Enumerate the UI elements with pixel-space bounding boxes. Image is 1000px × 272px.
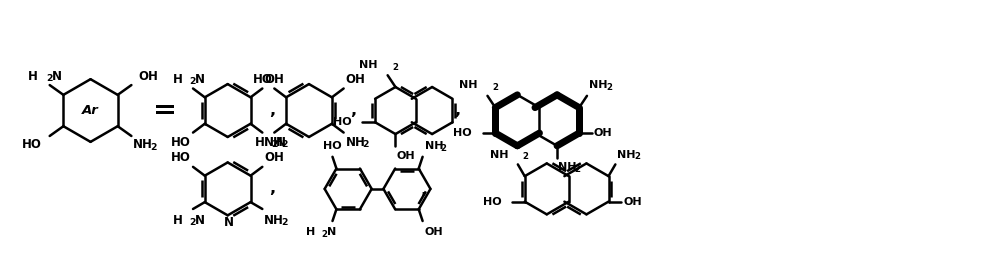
Text: NH: NH: [346, 136, 365, 149]
Text: 2: 2: [190, 77, 196, 86]
Text: 2: 2: [492, 83, 498, 92]
Text: NH: NH: [617, 150, 636, 160]
Text: OH: OH: [425, 227, 443, 237]
Text: HO: HO: [171, 136, 191, 149]
Text: N: N: [327, 227, 336, 237]
Text: 2: 2: [362, 140, 369, 149]
Text: OH: OH: [264, 151, 284, 164]
Text: HO: HO: [333, 117, 352, 127]
Text: 2: 2: [523, 152, 529, 161]
Text: NH: NH: [490, 150, 508, 160]
Text: OH: OH: [594, 128, 612, 138]
Text: NH: NH: [589, 80, 607, 90]
Text: OH: OH: [623, 197, 642, 207]
Text: 2: 2: [574, 165, 580, 174]
Text: N: N: [195, 73, 205, 86]
Text: N: N: [52, 70, 62, 83]
Text: HO: HO: [323, 141, 342, 151]
Text: ,: ,: [269, 181, 275, 196]
Text: 2: 2: [281, 218, 287, 227]
Text: N: N: [195, 214, 205, 227]
Text: Ar: Ar: [82, 104, 99, 117]
Text: 2: 2: [190, 218, 196, 227]
Text: H: H: [173, 73, 183, 86]
Text: NH: NH: [264, 214, 284, 227]
Text: 2: 2: [271, 140, 277, 149]
Text: 2: 2: [281, 140, 287, 149]
Text: NH: NH: [264, 136, 284, 149]
Text: N: N: [276, 136, 286, 149]
Text: HO: HO: [22, 138, 42, 151]
Text: H: H: [306, 227, 315, 237]
Text: 2: 2: [151, 143, 157, 152]
Text: 2: 2: [393, 63, 399, 72]
Text: N: N: [224, 216, 234, 229]
Text: OH: OH: [346, 73, 365, 86]
Text: NH: NH: [459, 80, 478, 90]
Text: 2: 2: [606, 83, 612, 92]
Text: OH: OH: [264, 73, 284, 86]
Text: ,: ,: [454, 103, 460, 118]
Text: 2: 2: [441, 144, 447, 153]
Text: 2: 2: [46, 74, 52, 83]
Text: NH: NH: [133, 138, 153, 151]
Text: H: H: [28, 70, 38, 83]
Text: NH: NH: [558, 162, 577, 172]
Text: H: H: [255, 136, 265, 149]
Text: OH: OH: [138, 70, 158, 83]
Text: 2: 2: [321, 230, 327, 239]
Text: HO: HO: [453, 128, 472, 138]
Text: ,: ,: [421, 183, 427, 198]
Text: H: H: [173, 214, 183, 227]
Text: OH: OH: [396, 151, 415, 160]
Text: HO: HO: [252, 73, 272, 86]
Text: NH: NH: [359, 60, 378, 70]
Text: ,: ,: [350, 103, 356, 118]
Text: NH: NH: [425, 141, 443, 151]
Text: HO: HO: [171, 151, 191, 164]
Text: HO: HO: [483, 197, 501, 207]
Text: ,: ,: [269, 103, 275, 118]
Text: 2: 2: [634, 152, 640, 161]
